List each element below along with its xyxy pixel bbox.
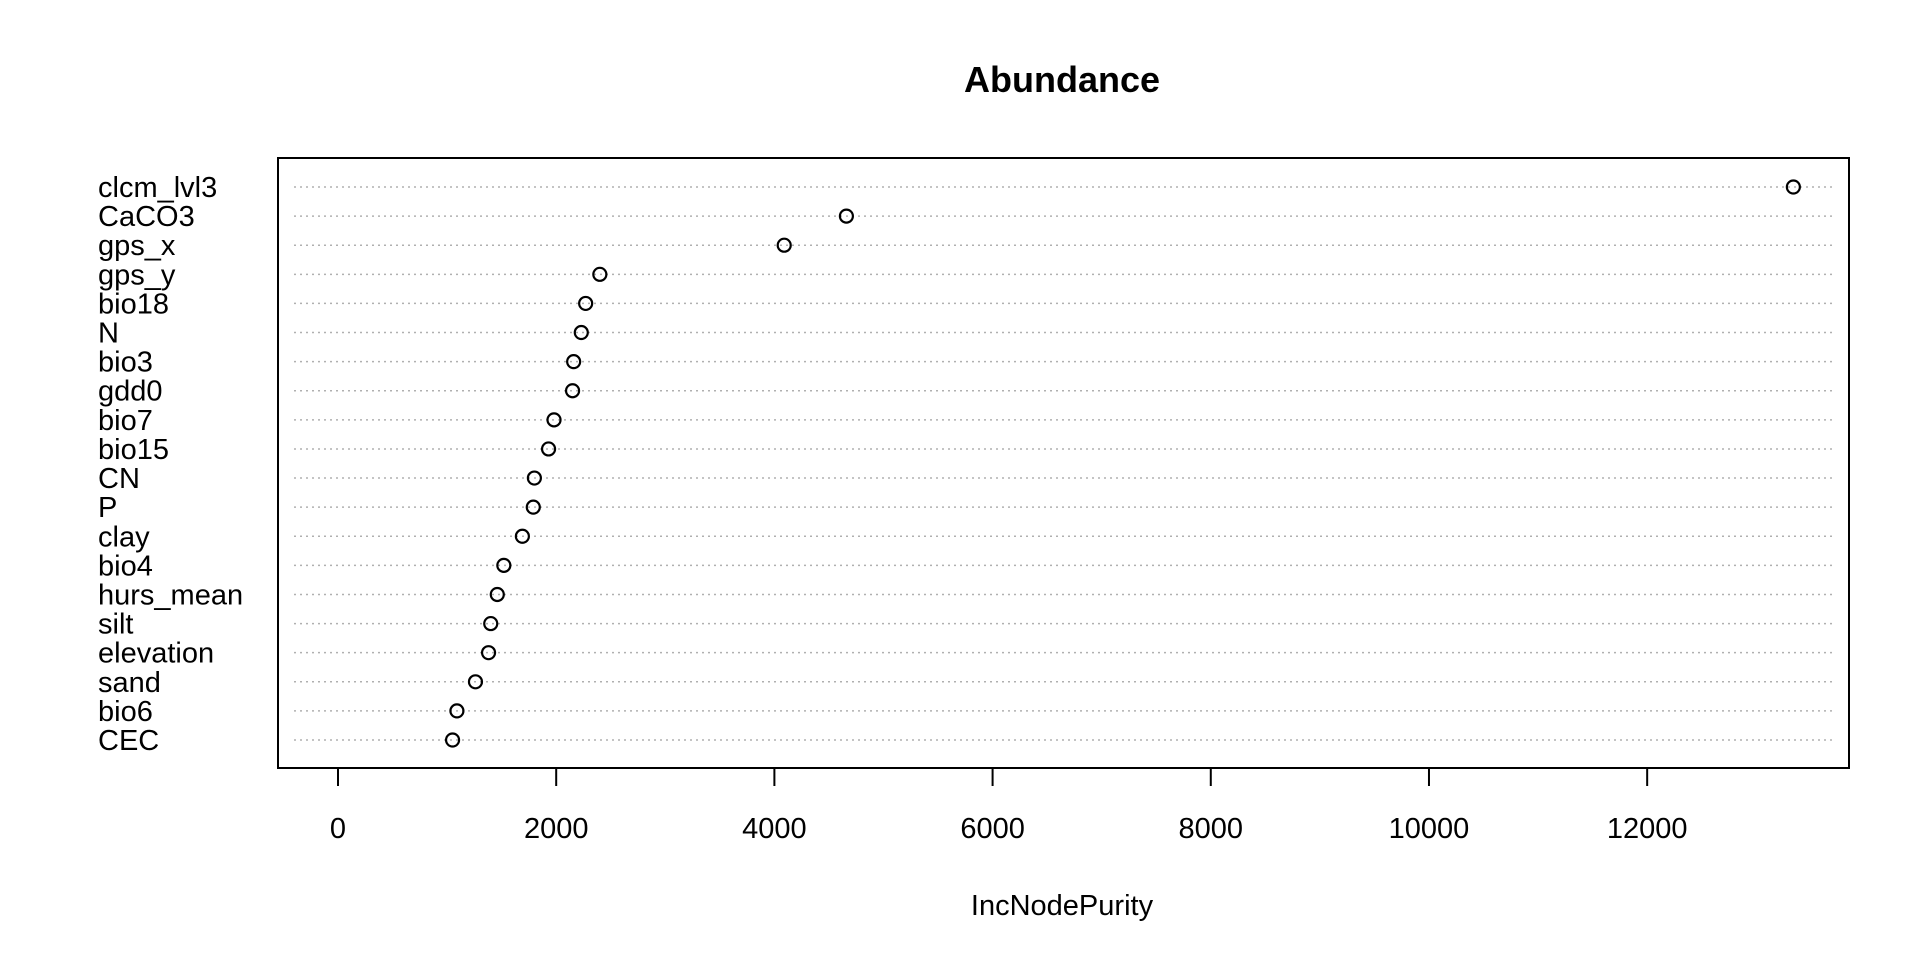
x-tick-label: 10000: [1389, 813, 1470, 845]
data-point: [776, 237, 792, 253]
category-label: sand: [98, 667, 161, 699]
data-point: [578, 295, 594, 312]
data-point: [573, 324, 589, 341]
x-tick-label: 0: [330, 813, 346, 845]
category-label: clcm_lvl3: [98, 172, 217, 204]
data-point: [540, 441, 557, 457]
data-point: [564, 383, 581, 399]
data-point: [480, 645, 497, 661]
category-label: elevation: [98, 638, 214, 670]
category-label: hurs_mean: [98, 579, 243, 611]
category-label: silt: [98, 609, 133, 641]
category-label: gps_y: [98, 259, 176, 291]
category-label: gdd0: [98, 376, 163, 408]
data-point: [514, 528, 530, 544]
category-labels: clcm_lvl3CaCO3gps_xgps_ybio18Nbio3gdd0bi…: [98, 172, 243, 757]
data-point: [566, 354, 582, 370]
data-point: [467, 674, 484, 690]
data-point: [449, 703, 465, 719]
category-label: clay: [98, 521, 150, 553]
category-label: P: [98, 492, 117, 524]
x-tick-label: 12000: [1607, 813, 1688, 845]
data-point: [1785, 179, 1801, 195]
grid-lines: [294, 186, 1833, 741]
data-point: [496, 557, 512, 573]
data-points: [444, 179, 1801, 748]
data-point: [489, 586, 505, 603]
x-tick-label: 6000: [960, 813, 1025, 845]
category-label: gps_x: [98, 230, 176, 262]
category-label: bio18: [98, 288, 169, 320]
data-point: [444, 732, 461, 748]
category-label: bio3: [98, 347, 153, 379]
category-label: bio6: [98, 696, 153, 728]
category-label: CaCO3: [98, 201, 195, 233]
category-label: CN: [98, 463, 140, 495]
category-label: N: [98, 318, 119, 350]
x-axis: 0 2000 4000 6000 8000 10000 12000: [330, 767, 1688, 845]
category-label: CEC: [98, 725, 159, 757]
data-point: [483, 615, 499, 632]
data-point: [525, 499, 541, 515]
category-label: bio7: [98, 405, 153, 437]
data-point: [526, 470, 542, 486]
category-label: bio4: [98, 550, 153, 582]
x-tick-label: 2000: [524, 813, 589, 845]
x-axis-label: IncNodePurity: [971, 890, 1154, 922]
x-tick-label: 4000: [742, 813, 807, 845]
data-point: [838, 208, 854, 224]
data-point: [592, 266, 608, 282]
category-label: bio15: [98, 434, 169, 466]
plot-frame: [277, 157, 1850, 769]
chart-title: Abundance: [964, 59, 1160, 100]
x-tick-label: 8000: [1179, 813, 1244, 845]
data-point: [546, 412, 562, 428]
